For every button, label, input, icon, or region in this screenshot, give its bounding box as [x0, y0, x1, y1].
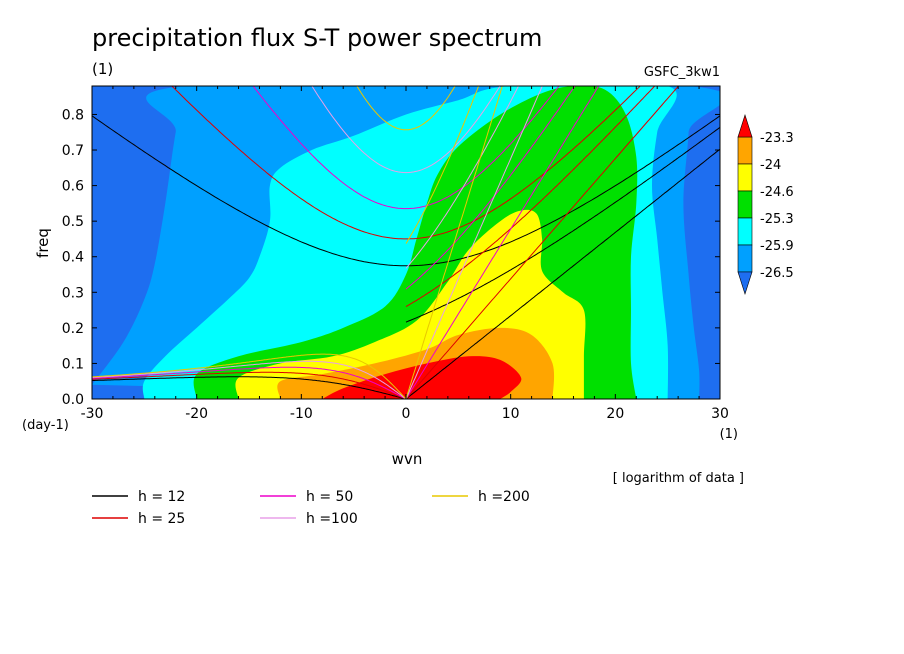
- x-unit-label: (1): [720, 427, 738, 442]
- chart-subtitle-left: (1): [92, 60, 113, 78]
- y-tick-label: 0.2: [62, 321, 84, 337]
- chart-subtitle-right: GSFC_3kw1: [644, 65, 720, 80]
- y-tick-label: 0.3: [62, 285, 84, 301]
- kelvin-curve-0: [405, 148, 720, 399]
- x-tick-label: -30: [81, 406, 104, 422]
- gravity-curve-0: [92, 115, 720, 267]
- axes: -30 -20 -10 0 10 20 30 0.0 0.1 0.2 0.3 0.4 0.5 0.6 0.7…: [62, 86, 729, 422]
- colorbar-box: [737, 190, 753, 219]
- gravity-curve-1: [171, 86, 641, 240]
- y-tick-label: 0.5: [62, 214, 84, 230]
- dispersion-curves: [92, 86, 720, 399]
- rossby-curve-1: [92, 371, 407, 399]
- y-axis-label: freq: [34, 228, 52, 258]
- rossby-curve-2: [92, 366, 407, 399]
- data-note: [ logarithm of data ]: [613, 471, 744, 486]
- kelvin-curve-1: [405, 86, 680, 399]
- x-tick-label: -20: [185, 406, 208, 422]
- x-axis-label: wvn: [392, 450, 423, 468]
- colorbar-box: [737, 163, 753, 192]
- mrg-curve-4: [405, 86, 480, 244]
- x-tick-label: 10: [502, 406, 520, 422]
- colorbar-label: -24: [760, 158, 781, 173]
- y-unit-label: (day-1): [22, 418, 69, 433]
- y-tick-label: 0.8: [62, 107, 84, 123]
- mrg-curve-0: [405, 126, 720, 323]
- colorbar-box: [737, 244, 753, 273]
- rossby-curve-4: [92, 353, 407, 399]
- rossby-curve-3: [92, 360, 407, 399]
- chart-title: precipitation flux S-T power spectrum: [92, 24, 542, 52]
- y-tick-label: 0.6: [62, 179, 84, 195]
- kelvin-curve-4: [405, 86, 503, 399]
- x-tick-label: -10: [290, 406, 313, 422]
- colorbar-label: -23.3: [760, 131, 794, 146]
- kelvin-curve-2: [405, 86, 600, 399]
- colorbar-label: -24.6: [760, 185, 794, 200]
- legend-label: h =100: [306, 511, 358, 527]
- colorbar-box: [737, 136, 753, 165]
- y-tick-label: 0.7: [62, 143, 84, 159]
- legend-label: h = 25: [138, 511, 185, 527]
- contour-field-layers: [92, 86, 720, 399]
- gravity-curve-3: [311, 86, 501, 174]
- mrg-curve-3: [405, 86, 520, 269]
- gravity-curve-4: [356, 86, 456, 131]
- colorbar-label: -26.5: [760, 266, 794, 281]
- kelvin-curve-3: [405, 86, 543, 399]
- y-tick-label: 0.0: [62, 392, 84, 408]
- y-tick-label: 0.1: [62, 356, 84, 372]
- colorbar-label: -25.9: [760, 239, 794, 254]
- colorbar-label: -25.3: [760, 212, 794, 227]
- legend-label: h =200: [478, 489, 530, 505]
- y-tick-label: 0.4: [62, 250, 84, 266]
- mrg-curve-2: [405, 86, 576, 290]
- x-tick-label: 20: [606, 406, 624, 422]
- gravity-curve-2: [252, 86, 560, 210]
- colorbar-top-arrow: [737, 114, 753, 138]
- colorbar-box: [737, 217, 753, 246]
- legend-label: h = 50: [306, 489, 353, 505]
- rossby-curve-0: [92, 376, 407, 399]
- colorbar-bottom-arrow: [737, 271, 753, 295]
- legend: h = 12 h = 25 h = 50 h =100 h =200: [92, 489, 530, 527]
- colorbar: -26.5 -25.9 -25.3 -24.6 -24 -23.3: [737, 114, 794, 295]
- mrg-curve-1: [405, 86, 656, 308]
- contour-region-5: [322, 356, 522, 399]
- legend-label: h = 12: [138, 489, 185, 505]
- x-tick-label: 30: [711, 406, 729, 422]
- x-tick-label: 0: [402, 406, 411, 422]
